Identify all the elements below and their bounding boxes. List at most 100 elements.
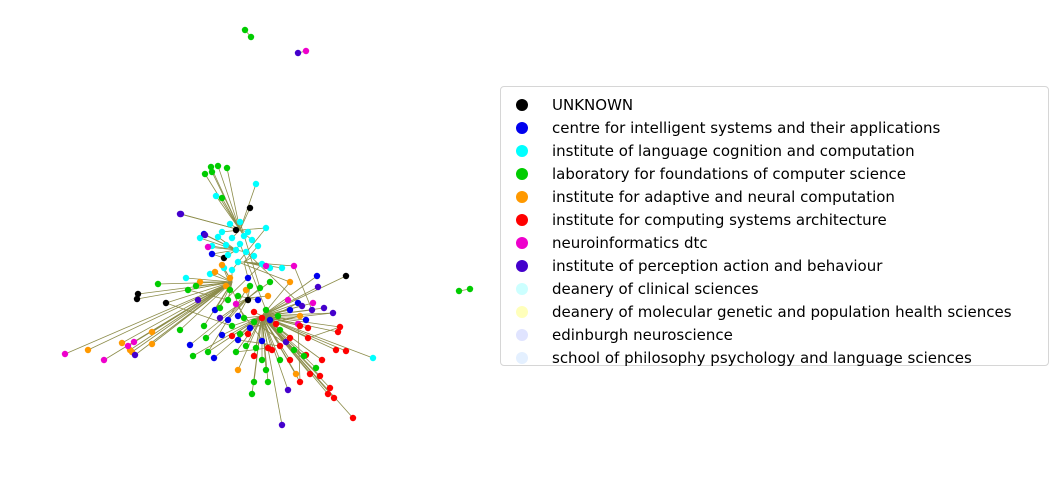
graph-edge (121, 281, 233, 344)
graph-node (326, 384, 334, 392)
graph-node (189, 352, 197, 360)
legend-item: school of philosophy psychology and lang… (501, 346, 1048, 369)
graph-node (334, 328, 342, 336)
graph-node (184, 286, 192, 294)
graph-node (290, 262, 298, 270)
graph-node (196, 278, 204, 286)
graph-edge (131, 281, 233, 353)
graph-node (246, 204, 254, 212)
graph-edge (261, 275, 347, 317)
legend-item: deanery of molecular genetic and populat… (501, 300, 1048, 323)
network-graph (61, 26, 474, 429)
graph-node (211, 306, 219, 314)
graph-node (228, 266, 236, 274)
graph-node (264, 378, 272, 386)
graph-node (234, 312, 242, 320)
graph-node (218, 331, 226, 339)
graph-node (148, 328, 156, 336)
graph-node (250, 308, 258, 316)
graph-node (466, 285, 474, 293)
graph-node (244, 274, 252, 282)
graph-node (324, 390, 332, 398)
legend-marker (516, 259, 528, 272)
graph-node (278, 264, 286, 272)
graph-edge (261, 315, 291, 361)
graph-node (118, 339, 126, 347)
graph-node (196, 234, 204, 242)
graph-node (202, 334, 210, 342)
graph-edge (261, 315, 289, 391)
graph-node (207, 163, 215, 171)
graph-node (200, 322, 208, 330)
legend-item: institute for adaptive and neural comput… (501, 185, 1048, 208)
legend-label: centre for intelligent systems and their… (552, 118, 941, 137)
graph-node (208, 250, 216, 258)
graph-edge (179, 213, 241, 231)
graph-node (282, 338, 290, 346)
legend-label: institute of perception action and behav… (552, 256, 883, 275)
graph-edge (231, 315, 263, 327)
graph-node (262, 306, 270, 314)
graph-node (246, 282, 254, 290)
graph-node (186, 341, 194, 349)
graph-node (369, 354, 377, 362)
graph-edge (165, 302, 233, 327)
graph-node (316, 372, 324, 380)
graph-node (208, 168, 216, 176)
legend-marker (516, 144, 528, 157)
graph-edge (192, 315, 263, 357)
legend-label: deanery of clinical sciences (552, 279, 759, 298)
legend-item: institute for computing systems architec… (501, 208, 1048, 231)
graph-node (276, 326, 284, 334)
graph-node (133, 295, 141, 303)
graph-node (154, 280, 162, 288)
graph-node (218, 228, 226, 236)
graph-node (252, 180, 260, 188)
graph-node (218, 194, 226, 202)
graph-node (234, 336, 242, 344)
graph-node (264, 344, 272, 352)
graph-node (124, 342, 132, 350)
graph-node (247, 33, 255, 41)
graph-edge (245, 315, 263, 347)
graph-node (211, 268, 219, 276)
graph-node (242, 342, 250, 350)
graph-node (250, 318, 258, 326)
graph-node (296, 312, 304, 320)
graph-node (228, 332, 236, 340)
legend-label: neuroinformatics dtc (552, 233, 708, 252)
graph-node (216, 314, 224, 322)
graph-node (248, 390, 256, 398)
graph-node (244, 296, 252, 304)
graph-edge (217, 165, 241, 231)
graph-node (296, 322, 304, 330)
graph-edge (221, 197, 241, 231)
graph-node (206, 270, 214, 278)
graph-node (226, 220, 234, 228)
graph-node (232, 246, 240, 254)
graph-node (176, 326, 184, 334)
legend-label: school of philosophy psychology and lang… (552, 348, 972, 367)
graph-node (241, 26, 249, 34)
graph-node (314, 283, 322, 291)
graph-node (210, 354, 218, 362)
graph-node (212, 192, 220, 200)
graph-node (258, 314, 266, 322)
graph-node (342, 272, 350, 280)
graph-node (84, 346, 92, 354)
graph-node (296, 378, 304, 386)
graph-node (336, 323, 344, 331)
graph-node (61, 350, 69, 358)
graph-node (286, 334, 294, 342)
legend-label: deanery of molecular genetic and populat… (552, 302, 1012, 321)
graph-node (240, 314, 248, 322)
legend-marker (516, 328, 528, 341)
graph-node (250, 378, 258, 386)
legend-label: laboratory for foundations of computer s… (552, 164, 906, 183)
graph-node (292, 370, 300, 378)
graph-node (272, 320, 280, 328)
legend-label: institute for adaptive and neural comput… (552, 187, 895, 206)
graph-edge (261, 315, 273, 351)
graph-node (222, 241, 230, 249)
graph-edge (261, 302, 299, 317)
